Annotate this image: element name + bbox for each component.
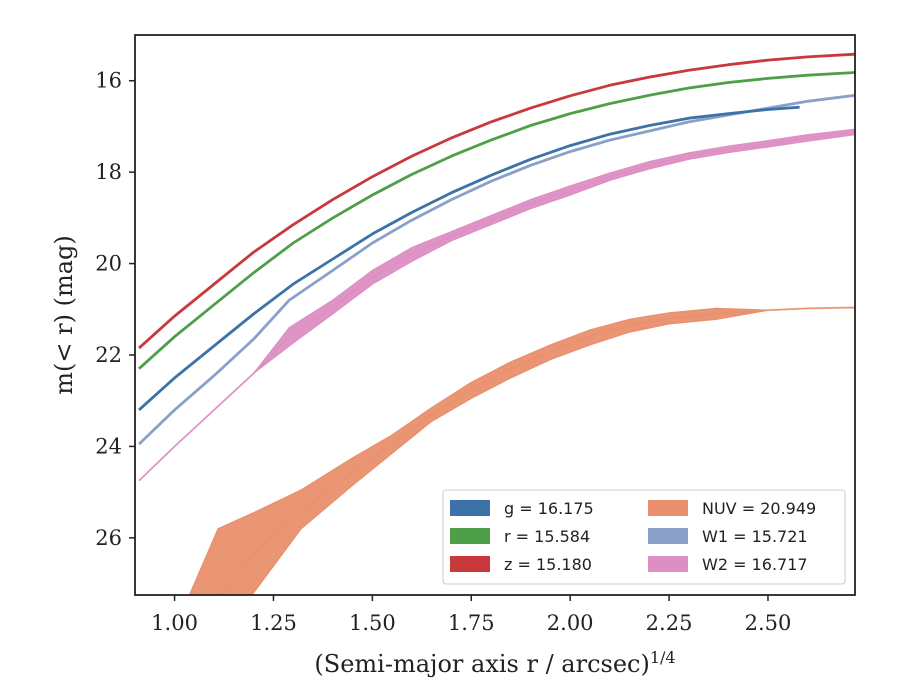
legend-label-z: z = 15.180 (504, 555, 592, 574)
x-tick-label: 2.25 (646, 611, 693, 635)
x-tick-label: 1.00 (151, 611, 198, 635)
x-axis-label-exponent: 1/4 (650, 648, 676, 667)
x-tick-label: 1.25 (250, 611, 297, 635)
legend-swatch-nuv (648, 500, 688, 516)
y-tick-label: 26 (95, 526, 122, 550)
y-tick-label: 24 (95, 434, 122, 458)
legend-swatch-z (450, 556, 490, 572)
y-tick-label: 16 (95, 69, 122, 93)
x-tick-label: 1.75 (448, 611, 495, 635)
x-tick-label: 2.00 (547, 611, 594, 635)
legend-swatch-g (450, 500, 490, 516)
legend-label-w1: W1 = 15.721 (702, 527, 808, 546)
legend-swatch-r (450, 528, 490, 544)
x-axis-label: (Semi-major axis r / arcsec)1/4 (314, 648, 675, 678)
y-axis-label: m(< r) (mag) (50, 235, 78, 394)
legend-label-w2: W2 = 16.717 (702, 555, 808, 574)
x-tick-label: 1.50 (349, 611, 396, 635)
legend-swatch-w2 (648, 556, 688, 572)
legend-label-g: g = 16.175 (504, 499, 594, 518)
x-axis-ticks: 1.00 1.25 1.50 1.75 2.00 2.25 2.50 (151, 595, 791, 635)
legend-swatch-w1 (648, 528, 688, 544)
plot-frame (134, 34, 856, 596)
y-tick-label: 20 (95, 252, 122, 276)
legend-label-nuv: NUV = 20.949 (702, 499, 816, 518)
series-line-g (138, 105, 800, 411)
y-tick-label: 22 (95, 343, 122, 367)
series-line-nuv (218, 306, 855, 595)
y-tick-label: 18 (95, 160, 122, 184)
series-line-w2 (138, 130, 855, 482)
y-axis-ticks: 16 18 20 22 24 26 (95, 69, 135, 550)
legend-label-r: r = 15.584 (504, 527, 590, 546)
legend: g = 16.175 r = 15.584 z = 15.180 NUV = 20.9… (442, 489, 846, 585)
x-axis-label-main: (Semi-major axis r / arcsec) (314, 650, 649, 678)
x-tick-label: 2.50 (745, 611, 792, 635)
series-layer (138, 52, 855, 595)
series-band-w2 (138, 128, 855, 482)
legend-frame (442, 489, 846, 585)
series-line-z (138, 52, 855, 350)
series-line-r (138, 71, 855, 370)
